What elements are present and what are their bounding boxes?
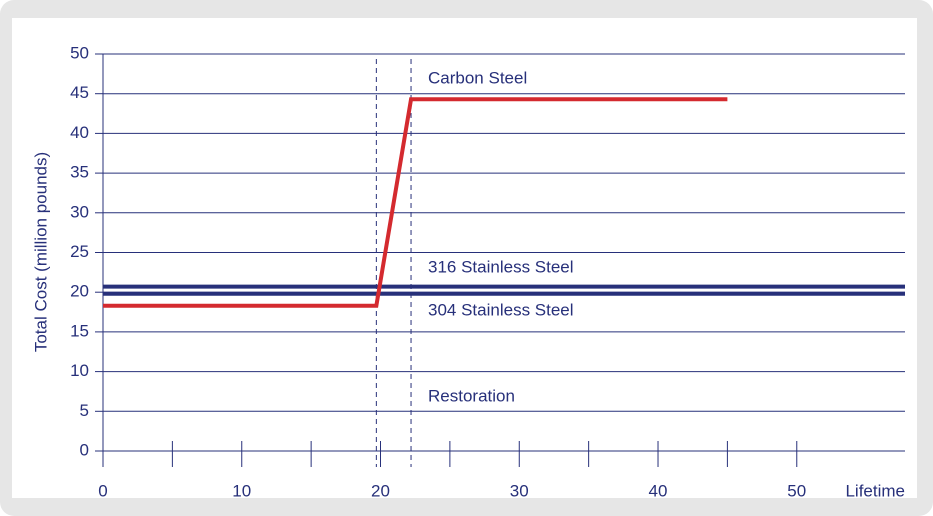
y-tick-label: 25: [70, 242, 89, 261]
series-label: 316 Stainless Steel: [428, 257, 574, 276]
y-tick-label: 30: [70, 202, 89, 221]
y-tick-label: 35: [70, 163, 89, 182]
x-axis-label: Lifetime: [845, 481, 905, 500]
x-tick-label: 0: [98, 481, 107, 500]
series-label: Carbon Steel: [428, 68, 527, 87]
annotation: Restoration: [428, 386, 515, 405]
series-label: 304 Stainless Steel: [428, 300, 574, 319]
x-tick-label: 40: [649, 481, 668, 500]
y-tick-label: 5: [80, 401, 89, 420]
x-tick-label: 50: [787, 481, 806, 500]
x-tick-label: 10: [232, 481, 251, 500]
y-tick-label: 15: [70, 321, 89, 340]
y-tick-label: 10: [70, 361, 89, 380]
series-line: [103, 97, 728, 308]
y-tick-label: 40: [70, 123, 89, 142]
x-tick-label: 20: [371, 481, 390, 500]
y-tick-label: 45: [70, 83, 89, 102]
x-tick-label: 30: [510, 481, 529, 500]
y-tick-label: 50: [70, 43, 89, 62]
y-tick-label: 0: [80, 440, 89, 459]
y-tick-label: 20: [70, 282, 89, 301]
y-axis-label: Total Cost (million pounds): [31, 152, 50, 352]
